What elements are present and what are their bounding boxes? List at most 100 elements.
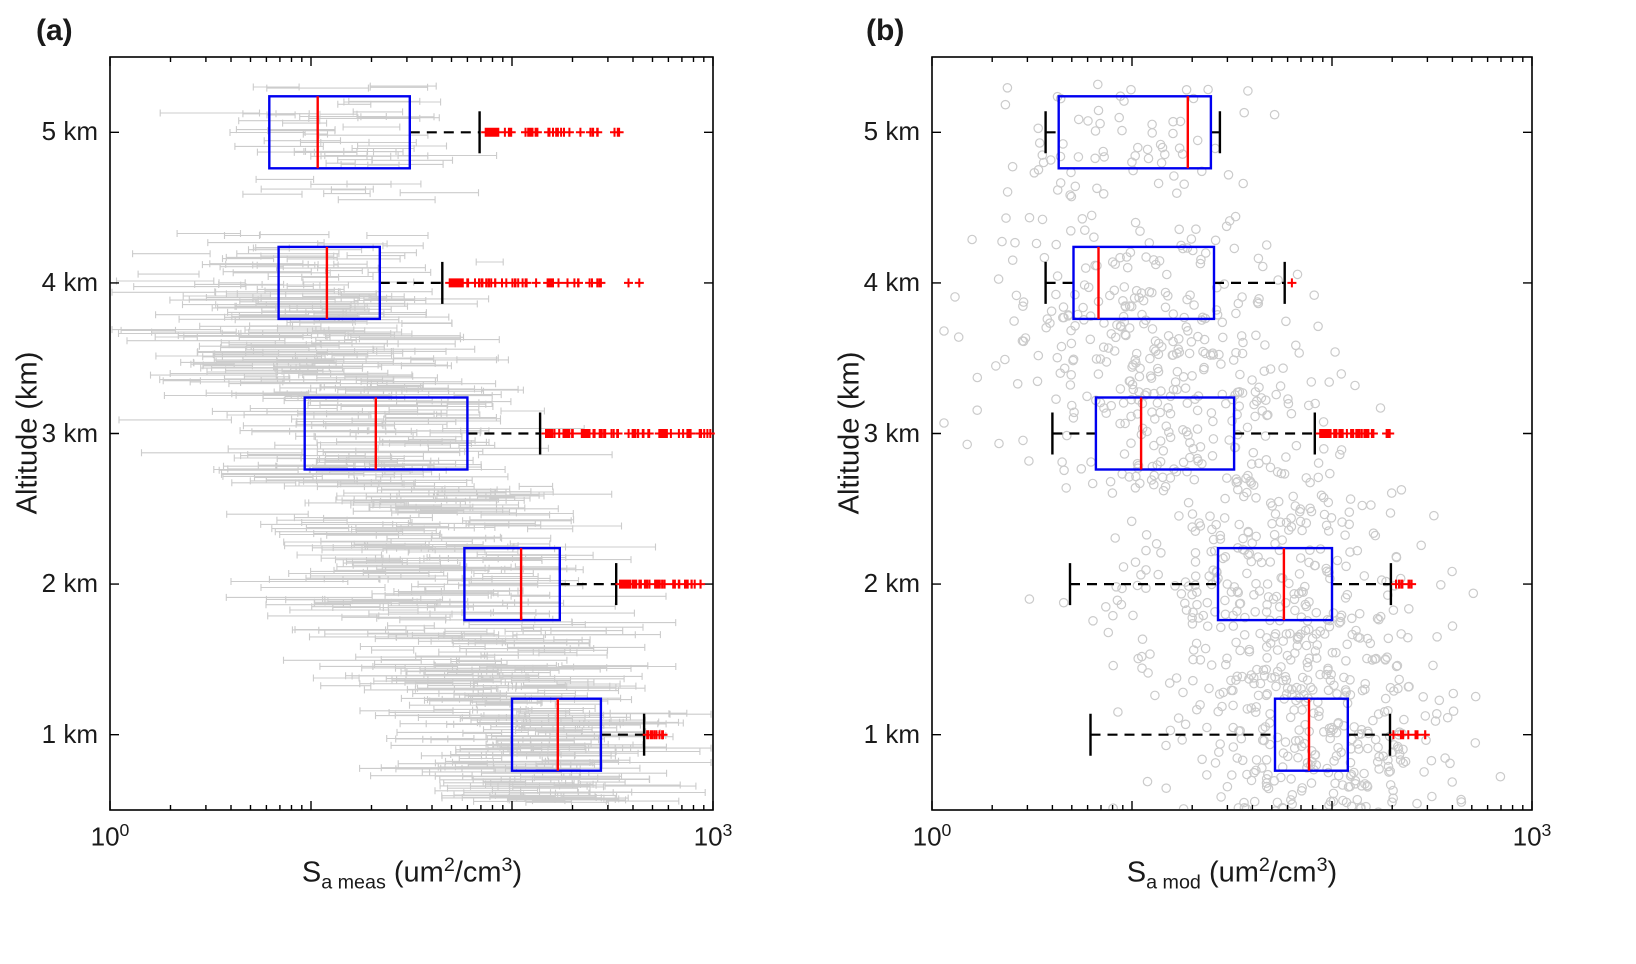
scatter-circle	[1291, 440, 1302, 451]
boxplot-5km	[1044, 95, 1222, 170]
scatter-circle	[1037, 214, 1048, 225]
scatter-circle	[1432, 631, 1442, 642]
scatter-circle	[1196, 254, 1206, 265]
scatter-circle	[1136, 569, 1146, 580]
scatter-circle	[1203, 84, 1213, 95]
scatter-circle	[1051, 289, 1061, 300]
scatter-circle	[1115, 252, 1125, 263]
scatter-circle	[1199, 364, 1209, 375]
scatter-circle	[1238, 178, 1248, 189]
tick-marks	[109, 57, 714, 810]
scatter-circle	[1187, 613, 1197, 623]
scatter-circle	[1128, 165, 1138, 176]
outlier-markers	[481, 127, 624, 137]
scatter-circle	[1077, 214, 1088, 224]
scatter-circle	[1187, 522, 1197, 532]
scatter-circle	[1253, 552, 1263, 562]
scatter-circle	[1195, 699, 1205, 710]
scatter-circle	[1236, 733, 1247, 744]
scatter-circle	[1273, 496, 1284, 507]
scatter-circle	[1195, 441, 1206, 452]
scatter-circle	[1158, 485, 1169, 496]
scatter-circle	[1391, 551, 1402, 562]
scatter-circle	[939, 326, 949, 336]
scatter-circle	[1281, 517, 1292, 528]
scatter-circle	[1278, 363, 1288, 373]
scatter-circle	[1278, 636, 1288, 646]
scatter-circle	[1117, 583, 1127, 594]
scatter-circle	[1272, 732, 1283, 743]
scatter-circle	[1260, 340, 1270, 350]
scatter-circle	[1300, 599, 1311, 610]
scatter-circle	[1105, 476, 1116, 487]
scatter-circle	[1362, 633, 1373, 644]
scatter-circle	[1200, 643, 1211, 654]
scatter-circle	[1385, 780, 1396, 790]
scatter-circle	[1244, 644, 1255, 655]
scatter-circle	[1232, 606, 1242, 616]
scatter-circle	[1248, 447, 1259, 458]
scatter-circle	[1137, 651, 1147, 662]
scatter-circle	[1242, 704, 1253, 714]
scatter-circle	[1250, 606, 1260, 617]
scatter-circle	[1307, 756, 1317, 767]
scatter-circle	[1131, 348, 1142, 359]
scatter-circle	[1161, 740, 1171, 751]
scatter-circle	[1265, 364, 1276, 374]
scatter-circle	[1210, 143, 1220, 154]
whisker-cap	[1051, 412, 1316, 455]
scatter-circle	[1174, 224, 1184, 235]
scatter-circle	[1181, 322, 1192, 332]
scatter-circle	[1239, 797, 1249, 808]
whisker-cap	[1044, 111, 1222, 154]
scatter-circle	[1208, 534, 1219, 545]
scatter-circle	[1341, 797, 1352, 808]
scatter-circle	[1150, 690, 1160, 701]
scatter-circle	[1335, 449, 1345, 460]
scatter-circle	[1233, 298, 1244, 309]
scatter-circle	[1442, 712, 1453, 723]
scatter-circle	[1263, 813, 1271, 821]
scatter-circle	[1090, 153, 1100, 164]
scatter-circle	[1247, 375, 1257, 385]
scatter-circle	[1206, 546, 1216, 557]
scatter-circle	[1261, 781, 1272, 792]
boxplot-3km	[303, 396, 715, 471]
scatter-circle	[1243, 86, 1253, 96]
scatter-circle	[1086, 210, 1097, 221]
scatter-circle	[1066, 338, 1077, 349]
scatter-circle	[1115, 418, 1125, 429]
scatter-circle	[1234, 519, 1244, 530]
scatter-circle	[1428, 660, 1438, 671]
scatter-circle	[1349, 767, 1359, 778]
scatter-circle	[1325, 733, 1335, 744]
scatter-circle	[1380, 654, 1391, 664]
scatter-circle	[994, 438, 1004, 449]
scatter-circle	[1165, 432, 1176, 443]
scatter-circle	[1228, 700, 1238, 711]
scatter-circle	[1126, 394, 1137, 405]
scatter-circle	[1174, 143, 1185, 153]
scatter-circle	[1395, 755, 1406, 765]
scatter-circle	[1128, 610, 1138, 621]
scatter-circle	[1109, 285, 1120, 296]
scatter-circle	[1061, 483, 1071, 493]
scatter-circle	[1230, 442, 1241, 453]
scatter-circle	[1296, 785, 1307, 796]
errorbar-cluster	[118, 378, 613, 490]
scatter-circle	[1372, 756, 1383, 767]
scatter-circle	[1039, 252, 1050, 263]
scatter-circle	[1310, 398, 1320, 409]
scatter-circle	[1205, 511, 1215, 521]
scatter-circle	[1180, 577, 1191, 587]
scatter-circle	[1229, 243, 1240, 254]
scatter-circle	[1269, 109, 1280, 120]
scatter-circle	[1189, 300, 1199, 310]
scatter-circle	[1227, 770, 1237, 780]
scatter-circle	[1385, 766, 1395, 776]
scatter-circle	[1051, 394, 1061, 404]
scatter-circle	[1211, 566, 1222, 577]
scatter-circle	[1308, 685, 1318, 695]
scatter-circle	[1396, 484, 1407, 495]
scatter-circle	[1275, 381, 1286, 391]
